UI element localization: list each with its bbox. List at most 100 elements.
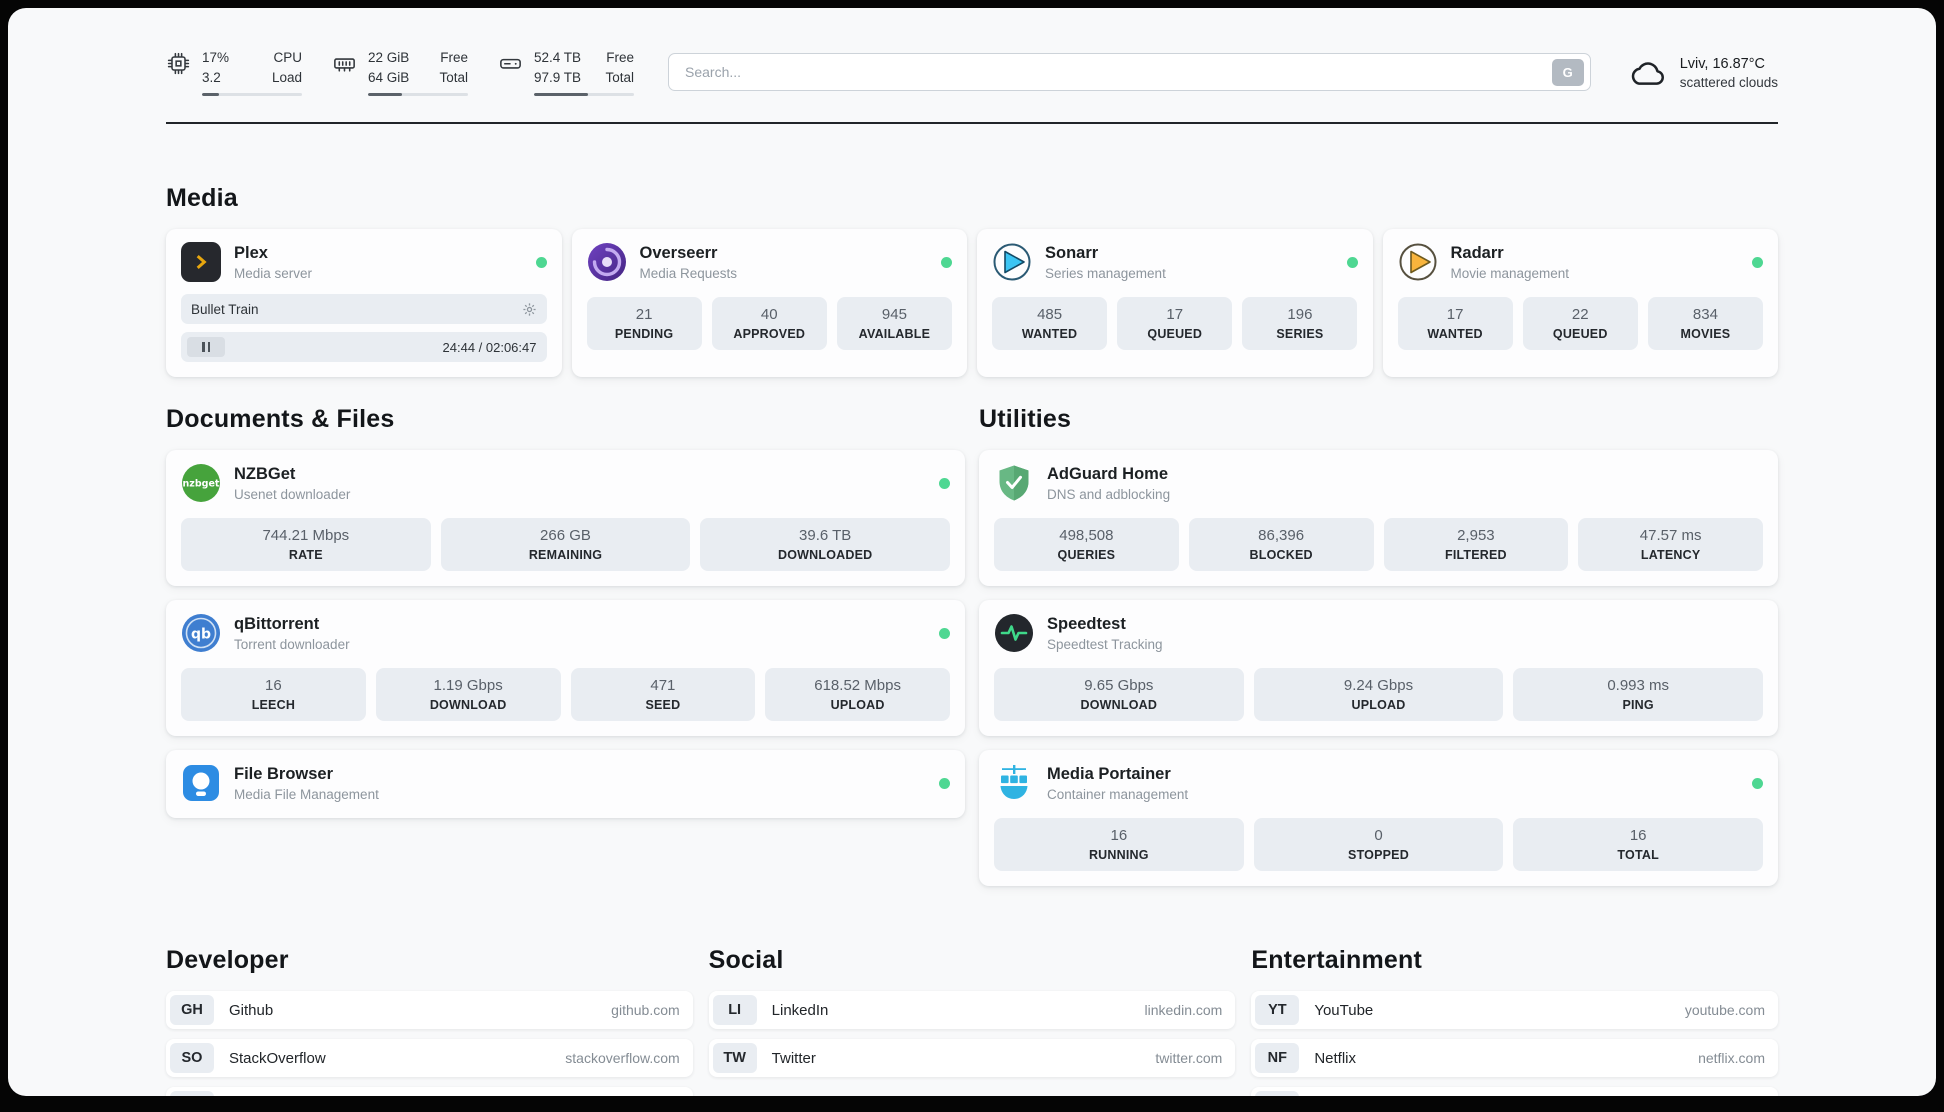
app-subtitle: Media server — [234, 265, 313, 281]
storage-free-value: 52.4 TB — [534, 50, 582, 65]
stat-box: 0.993 ms PING — [1513, 668, 1763, 722]
filebrowser-app-link[interactable]: File Browser Media File Management — [181, 763, 950, 803]
stat-box: 47.57 ms LATENCY — [1578, 518, 1763, 572]
section-title-developer: Developer — [166, 946, 289, 975]
stat-value: 9.65 Gbps — [1084, 677, 1154, 695]
speedtest-app-link[interactable]: Speedtest Speedtest Tracking — [994, 613, 1763, 653]
stat-value: 17 — [1446, 306, 1464, 324]
stat-value: 945 — [881, 306, 907, 324]
bookmark-netflix[interactable]: NF Netflix netflix.com — [1251, 1039, 1778, 1078]
stat-label: QUEUED — [1147, 327, 1203, 342]
stat-box: 22 QUEUED — [1522, 297, 1638, 351]
card-portainer: Media Portainer Container management 16 … — [979, 750, 1778, 887]
cpu-values: 17% 3.2 — [202, 48, 229, 87]
storage-icon — [498, 48, 523, 96]
radarr-stats: 17 WANTED 22 QUEUED 834 MOVIES — [1397, 297, 1764, 351]
memory-total-value: 64 GiB — [368, 69, 410, 85]
gear-icon[interactable] — [522, 302, 537, 317]
stat-box: 2,953 FILTERED — [1383, 518, 1569, 572]
memory-meter — [368, 93, 468, 97]
stat-value: 1.19 Gbps — [433, 677, 503, 695]
dashboard-content: 17% 3.2 CPU Load — [8, 8, 1936, 1096]
overseerr-icon — [587, 242, 627, 282]
radarr-app-link[interactable]: Radarr Movie management — [1398, 242, 1763, 282]
stat-box: 17 QUEUED — [1117, 297, 1233, 351]
search-engine-button[interactable]: G — [1551, 58, 1584, 86]
stat-value: 16 — [1110, 827, 1128, 845]
stat-box: 40 APPROVED — [711, 297, 827, 351]
app-name: Overseerr — [639, 243, 718, 262]
stat-label: RUNNING — [1088, 848, 1149, 863]
svg-text:nzbget: nzbget — [183, 479, 220, 490]
stat-box: 16 RUNNING — [994, 818, 1244, 872]
sonarr-app-link[interactable]: Sonarr Series management — [992, 242, 1358, 282]
overseerr-app-link[interactable]: Overseerr Media Requests — [587, 242, 952, 282]
status-dot — [1346, 256, 1358, 268]
top-bar: 17% 3.2 CPU Load — [166, 48, 1778, 97]
stat-box: 834 MOVIES — [1647, 297, 1763, 351]
bookmark-youtube[interactable]: YT YouTube youtube.com — [1251, 991, 1778, 1030]
plex-app-link[interactable]: Plex Media server — [181, 242, 547, 283]
stat-value: 0.993 ms — [1607, 677, 1670, 695]
bookmark-linkedin[interactable]: LI LinkedIn linkedin.com — [708, 991, 1236, 1030]
section-title-utilities: Utilities — [979, 405, 1072, 434]
search-input[interactable] — [683, 63, 1552, 82]
portainer-stats: 16 RUNNING 0 STOPPED 16 TOTAL — [994, 818, 1763, 872]
card-filebrowser: File Browser Media File Management — [166, 750, 965, 819]
stat-label: PENDING — [614, 327, 674, 342]
stat-box: 945 AVAILABLE — [836, 297, 952, 351]
bookmark-stackoverflow[interactable]: SO StackOverflow stackoverflow.com — [166, 1039, 693, 1078]
bookmark-url: stackoverflow.com — [565, 1050, 680, 1067]
portainer-app-link[interactable]: Media Portainer Container management — [994, 763, 1763, 803]
stat-box: 618.52 Mbps UPLOAD — [765, 668, 950, 722]
stat-label: STOPPED — [1348, 848, 1409, 863]
bookmark-github[interactable]: GH Github github.com — [166, 991, 693, 1030]
stat-value: 196 — [1287, 306, 1313, 324]
stat-value: 47.57 ms — [1639, 527, 1702, 545]
stat-value: 618.52 Mbps — [814, 677, 901, 695]
overseerr-stats: 21 PENDING 40 APPROVED 945 AVAILABLE — [586, 297, 953, 351]
bookmark-abbr: LI — [712, 995, 757, 1026]
bookmark-reddit[interactable]: RE Reddit reddit.com — [1251, 1087, 1778, 1096]
memory-stat-body: 22 GiB 64 GiB Free Total — [368, 48, 468, 97]
sonarr-icon — [992, 242, 1032, 282]
card-plex: Plex Media server Bullet Train — [166, 229, 562, 378]
stat-box: 17 WANTED — [1397, 297, 1513, 351]
bookmarks-entertainment: Entertainment YT YouTube youtube.com NF … — [1251, 946, 1778, 1096]
nzbget-app-link[interactable]: nzbget NZBGet Usenet downloader — [181, 463, 950, 503]
section-media: Media Plex Media server — [166, 184, 1778, 378]
bookmark-abbr: YT — [1255, 995, 1300, 1026]
section-title-media: Media — [166, 184, 238, 213]
portainer-icon — [994, 763, 1034, 803]
qbittorrent-icon: qb — [181, 613, 221, 653]
stat-label: REMAINING — [528, 548, 603, 563]
stat-label: RATE — [288, 548, 323, 563]
qbittorrent-app-link[interactable]: qb qBittorrent Torrent downloader — [181, 613, 950, 653]
stat-label: SEED — [645, 698, 681, 713]
playback-time: 24:44 / 02:06:47 — [442, 339, 537, 355]
adguard-app-link[interactable]: AdGuard Home DNS and adblocking — [994, 463, 1763, 503]
cpu-meter-fill — [202, 93, 219, 97]
bookmark-abbr: DT — [170, 1091, 214, 1096]
search-bar[interactable]: G — [668, 53, 1591, 92]
stat-box: 16 LEECH — [181, 668, 366, 722]
stat-value: 266 GB — [540, 527, 591, 545]
memory-meter-fill — [368, 93, 402, 97]
bookmark-name: Netflix — [1314, 1049, 1357, 1067]
pause-button[interactable] — [187, 337, 225, 358]
cloud-icon — [1627, 55, 1669, 89]
stat-value: 21 — [635, 306, 653, 324]
app-name: NZBGet — [234, 464, 296, 483]
header-divider — [166, 122, 1778, 125]
stat-box: 196 SERIES — [1242, 297, 1358, 351]
stat-label: WANTED — [1021, 327, 1078, 342]
plex-icon — [181, 242, 221, 283]
bookmark-url: linkedin.com — [1144, 1002, 1223, 1019]
bookmark-twitter[interactable]: TW Twitter twitter.com — [708, 1039, 1236, 1078]
stat-value: 40 — [760, 306, 778, 324]
app-name: File Browser — [234, 764, 334, 783]
card-nzbget: nzbget NZBGet Usenet downloader 744.21 M… — [166, 450, 965, 587]
bookmark-dev[interactable]: DT DEV dev.to — [166, 1087, 693, 1096]
storage-meter-fill — [534, 93, 588, 97]
app-subtitle: Movie management — [1450, 265, 1570, 281]
